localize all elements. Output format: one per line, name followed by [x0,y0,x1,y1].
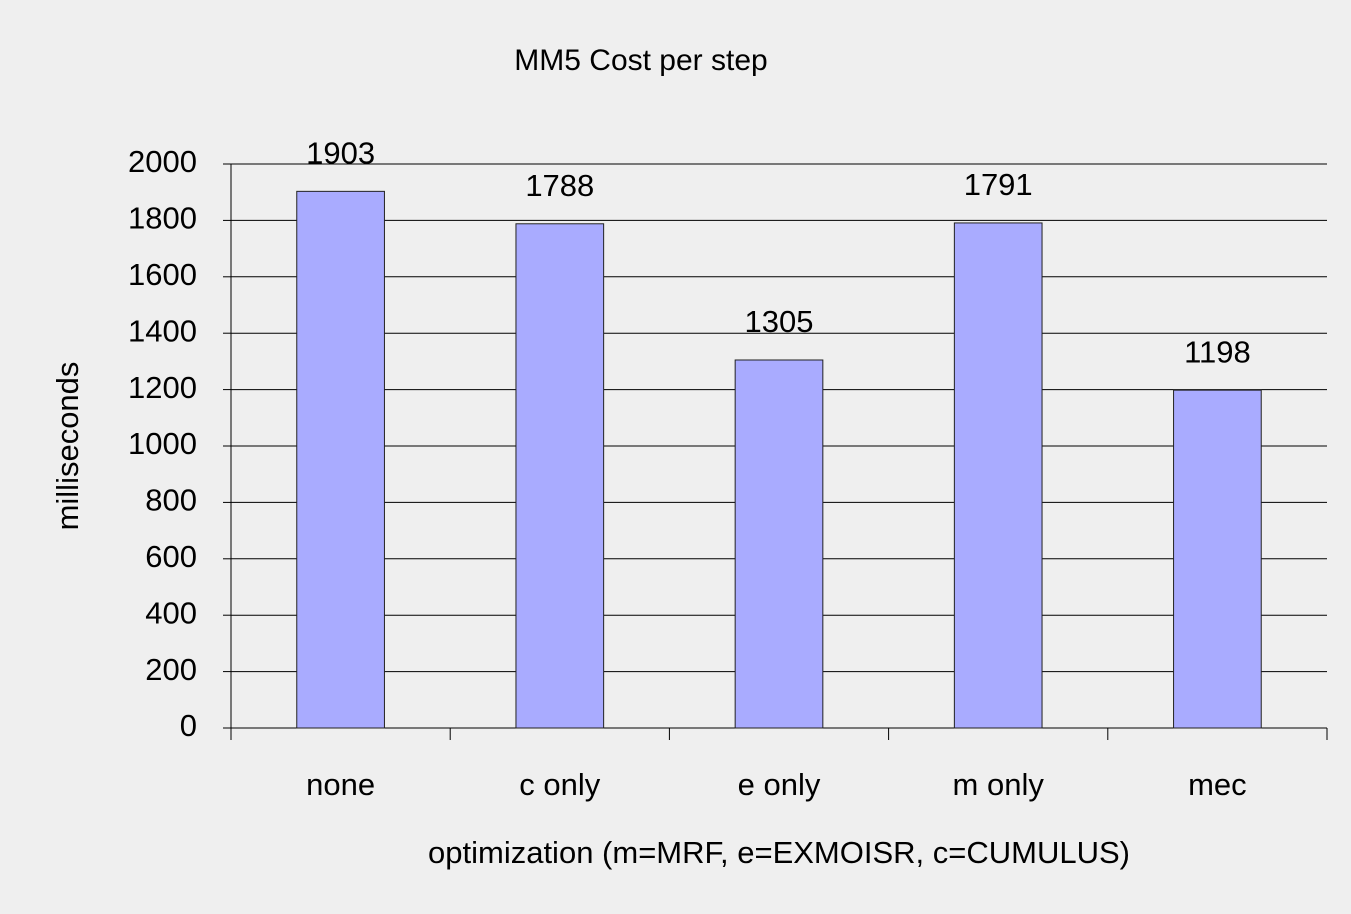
data-label: 1305 [745,304,814,339]
bar [1173,389,1262,729]
x-axis-title: optimization (m=MRF, e=EXMOISR, c=CUMULU… [428,835,1130,870]
y-tick-label: 1200 [128,370,197,405]
x-tick-label: none [306,767,375,802]
data-label: 1903 [306,136,375,171]
bar [953,222,1043,729]
chart-title: MM5 Cost per step [514,44,767,77]
y-tick-label: 1400 [128,313,197,348]
y-tick-label: 1800 [128,201,197,236]
data-label: 1791 [964,167,1033,202]
y-tick-label: 1000 [128,426,197,461]
data-label: 1788 [525,168,594,203]
y-tick-label: 600 [145,539,197,574]
y-axis-title: milliseconds [50,362,85,531]
y-tick-label: 200 [145,652,197,687]
y-tick-label: 1600 [128,257,197,292]
y-tick-label: 800 [145,483,197,518]
x-tick-label: c only [519,767,600,802]
bar [734,359,824,729]
y-tick-label: 0 [180,708,197,743]
data-label: 1198 [1184,334,1251,369]
y-tick-label: 400 [145,595,197,630]
x-tick-label: mec [1188,767,1247,802]
x-tick-label: m only [953,767,1045,802]
bar [515,223,605,729]
y-tick-label: 2000 [128,144,197,179]
bar [296,190,385,729]
x-tick-label: e only [738,767,821,802]
